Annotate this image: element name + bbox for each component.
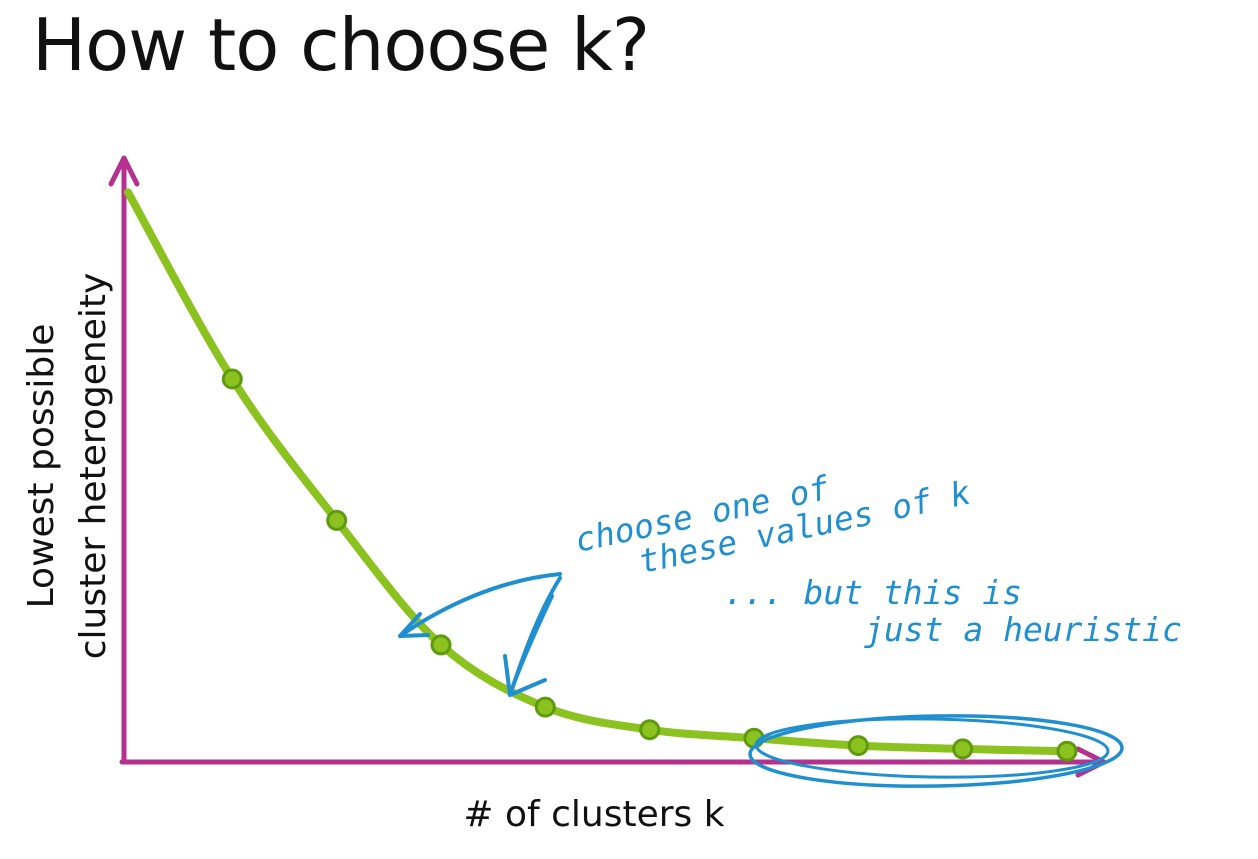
data-point-k4: [430, 634, 452, 656]
annotation-arrow-to-k4: [398, 572, 562, 638]
data-point-k9: [952, 738, 974, 760]
axes: [108, 155, 1107, 778]
annotation-note2-line1: ... but this is: [724, 573, 1022, 612]
x-axis-label: # of clusters k: [463, 794, 724, 835]
annotation-note2-line2: just a heuristic: [864, 610, 1182, 649]
annotation-arrow-to-k5: [503, 576, 562, 697]
data-point-k2: [221, 368, 243, 390]
series-line: [124, 188, 1071, 756]
y-axis-label: Lowest possible cluster heterogeneity: [21, 273, 114, 660]
data-point-k5: [534, 696, 556, 718]
annotation-choose-k: choose one of these values of k: [398, 468, 974, 697]
page-title: How to choose k?: [32, 3, 650, 87]
y-axis-arrow-icon: [108, 155, 140, 187]
data-point-k6: [639, 719, 661, 741]
tail-circle-outer: [748, 714, 1124, 788]
series-heterogeneity: [124, 188, 1078, 762]
y-axis-label-line-1: Lowest possible: [21, 324, 62, 609]
annotation-heuristic: ... but this is just a heuristic: [724, 573, 1182, 649]
data-point-k3: [326, 509, 348, 531]
annotation-tail-circle: [748, 714, 1124, 788]
data-point-k10: [1056, 740, 1078, 762]
data-point-k8: [847, 735, 869, 757]
tail-circle-inner: [754, 717, 1110, 779]
y-axis-label-line-2: cluster heterogeneity: [73, 273, 114, 660]
